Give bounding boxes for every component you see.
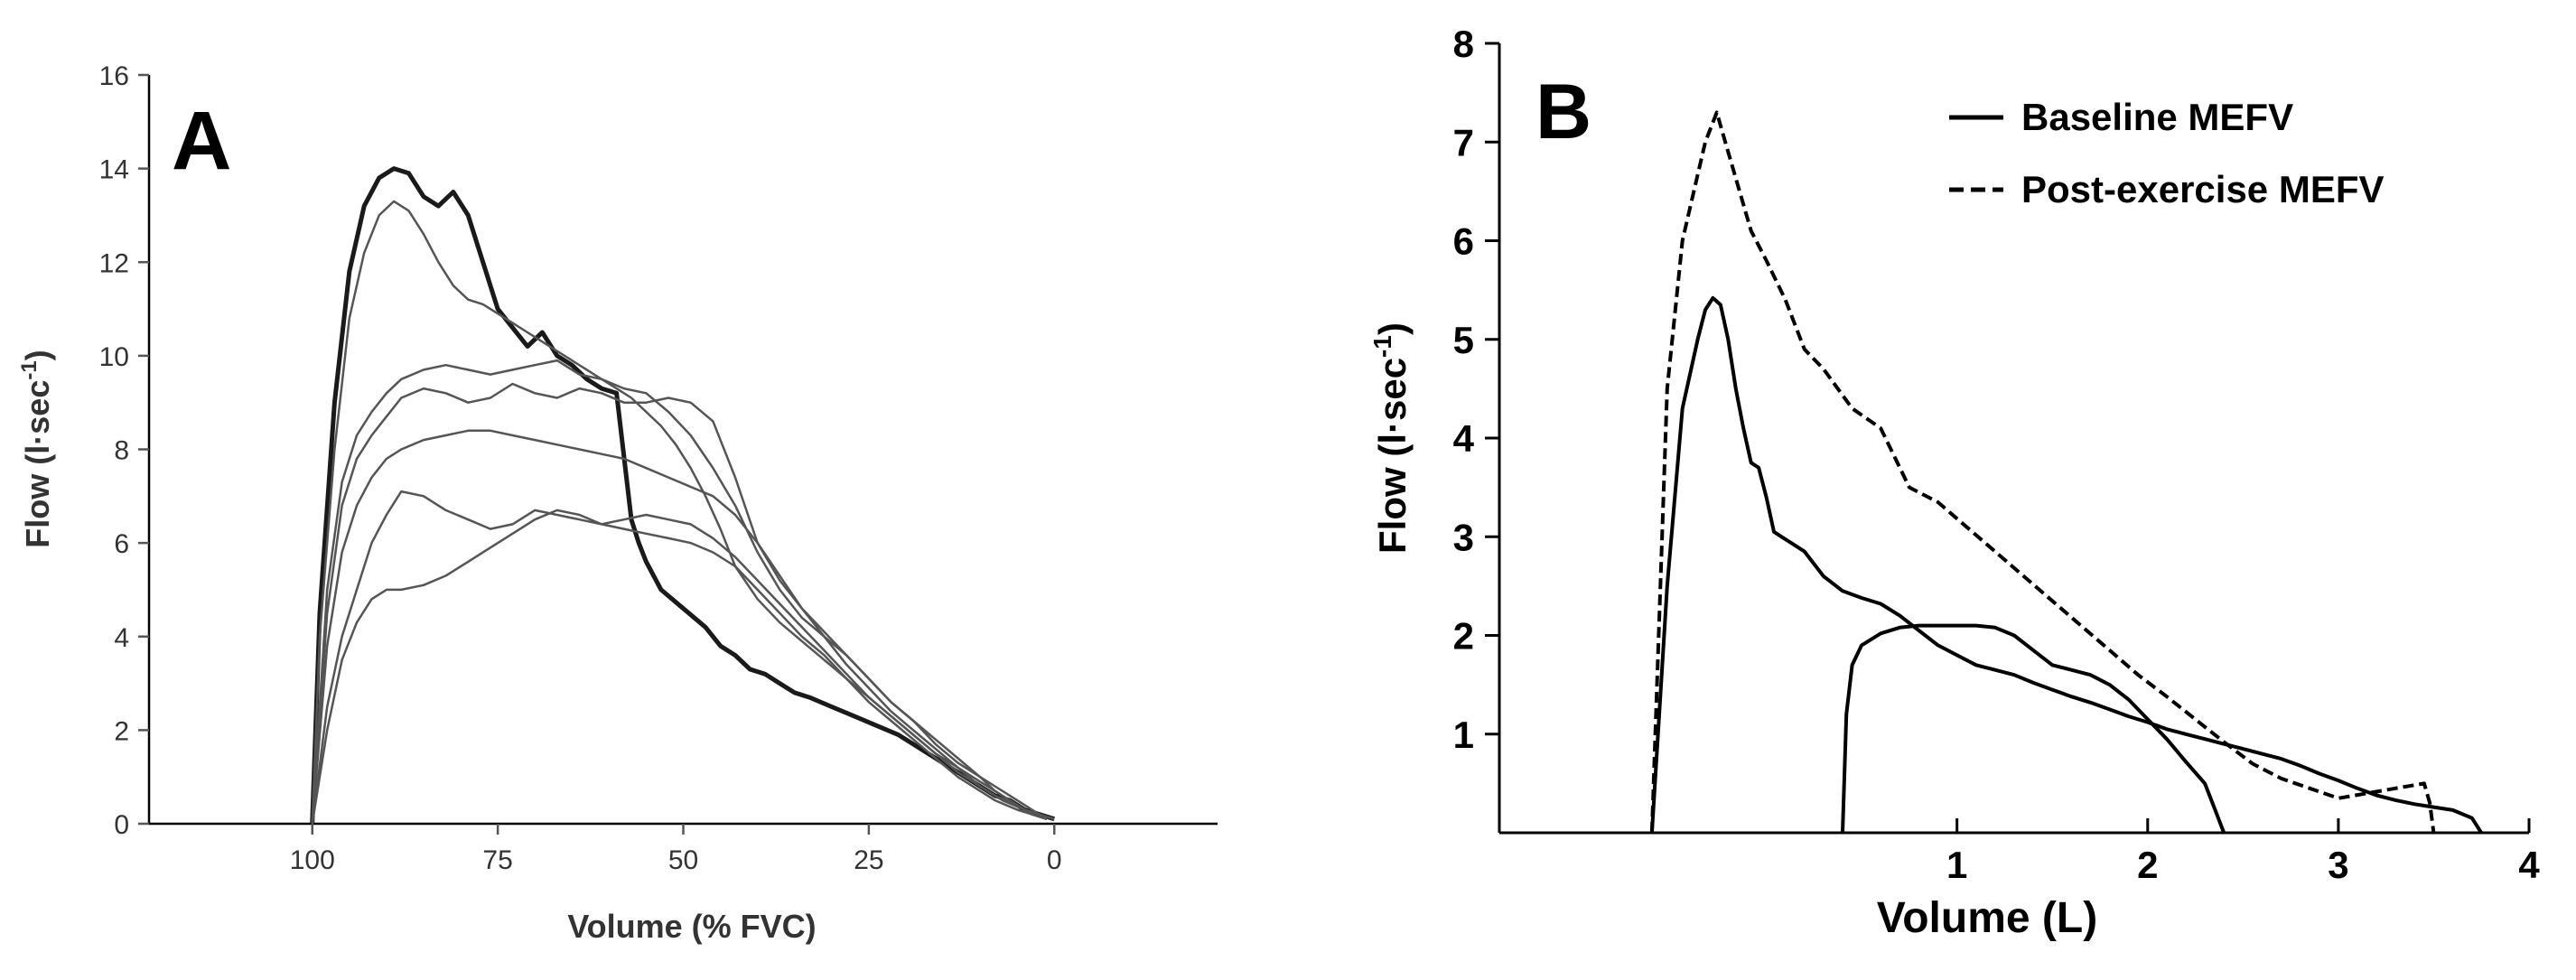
panel-a-series-3 [311,359,1048,825]
panel-b-y-tick-label: 7 [1453,121,1474,163]
panel-a-x-tick-label: 50 [668,845,698,875]
legend-label-baseline: Baseline MEFV [2021,96,2293,138]
panel-b-plot-area [1649,110,2483,835]
panel-a-y-axis: 0 2 4 6 8 10 12 14 16 [99,61,151,840]
panel-a-y-axis-label: Flow (l·sec-1) [17,350,56,547]
panel-a: A 0 2 4 6 8 10 12 14 16 100 75 50 25 0 Volume (% FVC… [17,61,1218,945]
panel-a-series-2 [311,200,1055,825]
panel-b-y-tick-label: 5 [1453,319,1474,361]
panel-b-y-tick-label: 6 [1453,220,1474,263]
panel-a-y-axis-label-main: Flow (l·sec [19,380,56,548]
panel-b-y-axis-label-close: ) [1371,322,1414,335]
panel-b-y-axis-label-sup: -1 [1368,335,1396,358]
panel-b-series-baseline-1 [1649,295,2483,835]
panel-b-x-axis-label: Volume (L) [1877,894,2097,942]
panel-b-series-post-exercise-2 [1649,110,2436,834]
panel-b-x-tick-label: 3 [2328,844,2348,886]
panel-a-y-axis-label-close: ) [19,350,56,360]
panel-a-series-5 [311,429,1048,825]
panel-a-series-6 [311,490,1048,825]
legend-item-baseline: Baseline MEFV [1949,96,2293,138]
panel-a-x-axis-label: Volume (% FVC) [567,908,816,945]
panel-a-series-1 [310,166,1056,825]
panel-b-y-axis-label: Flow (l·sec-1) [1368,322,1414,554]
panel-b-label: B [1535,69,1591,155]
panel-a-label: A [172,95,231,187]
panel-a-x-axis: 100 75 50 25 0 [149,822,1218,875]
panel-a-series-7 [311,509,1048,825]
panel-a-y-tick-label: 10 [99,342,129,372]
panel-a-y-tick-label: 8 [114,436,129,466]
panel-a-y-axis-label-sup: -1 [17,360,42,379]
panel-a-y-tick-label: 2 [114,716,129,746]
panel-b-y-tick-label: 4 [1453,417,1475,460]
panel-b-y-tick-label: 1 [1453,714,1474,756]
panel-b-series-baseline-3 [1841,623,2226,834]
panel-a-plot-area [310,166,1056,825]
panel-a-series-4 [311,382,1048,825]
panel-a-y-tick-label: 14 [99,155,129,185]
panel-b-x-tick-label: 4 [2518,844,2540,886]
legend-item-post-exercise: Post-exercise MEFV [1949,168,2385,210]
panel-a-y-tick-label: 16 [99,61,129,91]
panel-a-x-tick-label: 100 [290,845,335,875]
panel-b-legend: Baseline MEFV Post-exercise MEFV [1949,96,2385,210]
panel-b: B 1 2 3 4 5 6 7 8 1 2 3 4 Volume (L) Flow (l·sec-1… [1368,23,2540,942]
panel-b-x-tick-label: 2 [2137,844,2158,886]
legend-label-post-exercise: Post-exercise MEFV [2021,168,2385,210]
panel-a-x-tick-label: 0 [1047,845,1062,875]
panel-b-y-tick-label: 8 [1453,23,1474,65]
panel-a-y-tick-label: 4 [114,623,129,653]
panel-a-x-tick-label: 25 [854,845,883,875]
panel-b-y-tick-label: 3 [1453,516,1474,558]
panel-b-y-tick-label: 2 [1453,615,1474,658]
panel-b-y-axis: 1 2 3 4 5 6 7 8 [1453,23,1501,833]
panel-a-x-tick-label: 75 [482,845,512,875]
panel-b-y-axis-label-main: Flow (l·sec [1371,358,1414,554]
panel-a-y-tick-label: 0 [114,810,129,840]
panel-b-x-axis: 1 2 3 4 [1499,818,2540,886]
panel-a-y-tick-label: 12 [99,248,129,278]
panel-a-y-tick-label: 6 [114,529,129,559]
panel-b-x-tick-label: 1 [1946,844,1967,886]
